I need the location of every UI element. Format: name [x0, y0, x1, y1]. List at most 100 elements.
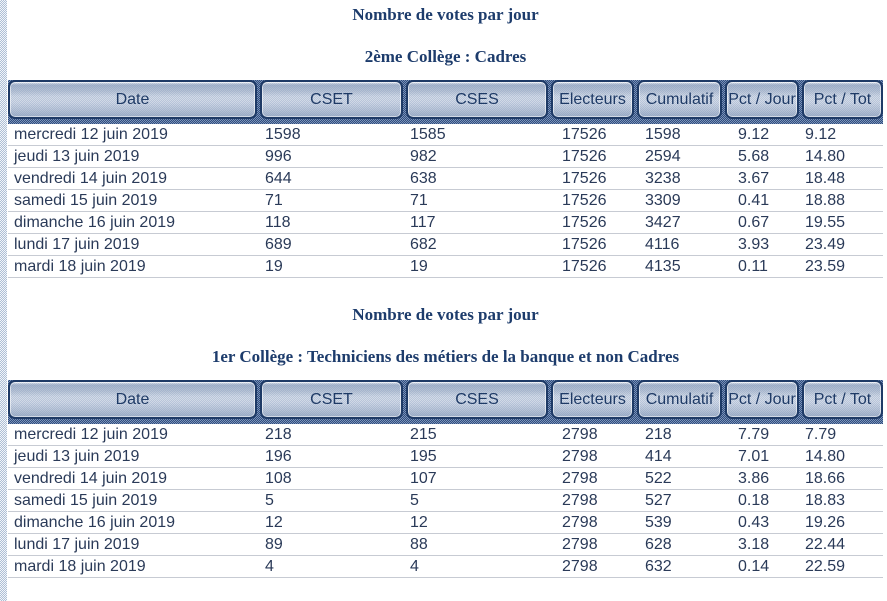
cell-pct-jour: 0.18: [725, 489, 802, 512]
table-row: jeudi 13 juin 2019 196 195 2798 414 7.01 14.80: [8, 445, 883, 468]
cell-electeurs: 17526: [551, 189, 637, 212]
cell-cumulatif: 414: [637, 445, 725, 468]
cell-pct-jour: 0.14: [725, 555, 802, 578]
cell-cses: 982: [406, 145, 551, 168]
cell-date: mardi 18 juin 2019: [8, 255, 260, 278]
cell-cses: 638: [406, 167, 551, 190]
column-header-pct-jour[interactable]: Pct / Jour: [725, 380, 799, 419]
cell-date: vendredi 14 juin 2019: [8, 167, 260, 190]
table-subtitle: 2ème Collège : Cadres: [364, 47, 527, 66]
cell-electeurs: 17526: [551, 167, 637, 190]
table-row: dimanche 16 juin 2019 12 12 2798 539 0.43 19.2…: [8, 511, 883, 534]
column-header-electeurs[interactable]: Electeurs: [551, 380, 634, 419]
table-row: vendredi 14 juin 2019 108 107 2798 522 3.86 18…: [8, 467, 883, 490]
cell-pct-jour: 0.67: [725, 211, 802, 234]
column-header-pct-jour[interactable]: Pct / Jour: [725, 80, 799, 119]
cell-cumulatif: 632: [637, 555, 725, 578]
cell-electeurs: 2798: [551, 467, 637, 490]
cell-cset: 71: [260, 189, 406, 212]
page-left-border-strip: [0, 0, 7, 601]
column-header-label: CSES: [455, 390, 499, 408]
cell-pct-tot: 22.44: [802, 533, 883, 556]
cell-pct-jour: 7.79: [725, 424, 802, 446]
table-row: dimanche 16 juin 2019 118 117 17526 3427 0.67…: [8, 211, 883, 234]
cell-pct-jour: 3.67: [725, 167, 802, 190]
table-title: Nombre de votes par jour: [352, 305, 539, 324]
column-header-cset[interactable]: CSET: [260, 80, 403, 119]
cell-electeurs: 17526: [551, 124, 637, 146]
cell-pct-tot: 14.80: [802, 445, 883, 468]
column-header-cumulatif[interactable]: Cumulatif: [637, 80, 722, 119]
cell-cumulatif: 3238: [637, 167, 725, 190]
cell-cses: 117: [406, 211, 551, 234]
cell-cset: 12: [260, 511, 406, 534]
cell-electeurs: 2798: [551, 445, 637, 468]
cell-cses: 682: [406, 233, 551, 256]
column-header-date[interactable]: Date: [8, 80, 257, 119]
column-header-cses[interactable]: CSES: [406, 80, 548, 119]
cell-cumulatif: 3427: [637, 211, 725, 234]
cell-pct-jour: 0.41: [725, 189, 802, 212]
table-row: mardi 18 juin 2019 4 4 2798 632 0.14 22.59: [8, 555, 883, 578]
column-header-label: CSET: [310, 390, 353, 408]
cell-pct-tot: 7.79: [802, 424, 883, 446]
table-row: mercredi 12 juin 2019 218 215 2798 218 7.79 7.…: [8, 424, 883, 446]
table-body: mercredi 12 juin 2019 1598 1585 17526 1598 9.…: [8, 124, 883, 278]
table-row: lundi 17 juin 2019 689 682 17526 4116 3.93 23.…: [8, 233, 883, 256]
cell-cset: 4: [260, 555, 406, 578]
cell-cses: 71: [406, 189, 551, 212]
column-header-cses[interactable]: CSES: [406, 380, 548, 419]
table-row: mardi 18 juin 2019 19 19 17526 4135 0.11 23.59: [8, 255, 883, 278]
cell-date: samedi 15 juin 2019: [8, 489, 260, 512]
cell-electeurs: 2798: [551, 555, 637, 578]
cell-cset: 196: [260, 445, 406, 468]
column-header-pct-tot[interactable]: Pct / Tot: [802, 380, 883, 419]
column-header-label: Cumulatif: [645, 390, 714, 408]
cell-cumulatif: 4135: [637, 255, 725, 278]
cell-pct-tot: 18.88: [802, 189, 883, 212]
cell-electeurs: 17526: [551, 145, 637, 168]
table-subtitle: 1er Collège : Techniciens des métiers de…: [211, 347, 680, 366]
cell-date: jeudi 13 juin 2019: [8, 145, 260, 168]
column-header-label: Pct / Tot: [813, 90, 872, 108]
column-header-label: Date: [115, 90, 150, 108]
cell-pct-tot: 19.55: [802, 211, 883, 234]
cell-cset: 118: [260, 211, 406, 234]
cell-date: lundi 17 juin 2019: [8, 533, 260, 556]
column-header-pct-tot[interactable]: Pct / Tot: [802, 80, 883, 119]
column-header-cumulatif[interactable]: Cumulatif: [637, 380, 722, 419]
cell-cses: 215: [406, 424, 551, 446]
column-header-date[interactable]: Date: [8, 380, 257, 419]
column-header-label: Electeurs: [559, 390, 626, 408]
cell-cset: 19: [260, 255, 406, 278]
column-header-electeurs[interactable]: Electeurs: [551, 80, 634, 119]
cell-pct-tot: 19.26: [802, 511, 883, 534]
cell-cumulatif: 2594: [637, 145, 725, 168]
cell-pct-jour: 9.12: [725, 124, 802, 146]
column-header-label: Pct / Jour: [728, 90, 796, 108]
column-header-label: Electeurs: [559, 90, 626, 108]
cell-pct-tot: 14.80: [802, 145, 883, 168]
cell-cses: 4: [406, 555, 551, 578]
cell-pct-tot: 22.59: [802, 555, 883, 578]
data-table: mercredi 12 juin 2019 218 215 2798 218 7.79 7.…: [8, 424, 883, 578]
column-header-label: CSET: [310, 90, 353, 108]
cell-cset: 89: [260, 533, 406, 556]
cell-date: dimanche 16 juin 2019: [8, 211, 260, 234]
vote-table-section: Nombre de votes par jour 2ème Collège : …: [8, 4, 883, 278]
cell-electeurs: 17526: [551, 255, 637, 278]
table-row: vendredi 14 juin 2019 644 638 17526 3238 3.67…: [8, 167, 883, 190]
cell-cumulatif: 1598: [637, 124, 725, 146]
table-header-row: Date CSET CSES Electeurs Cumulatif Pct / Jour…: [8, 80, 883, 124]
cell-cset: 108: [260, 467, 406, 490]
cell-cumulatif: 522: [637, 467, 725, 490]
cell-pct-jour: 5.68: [725, 145, 802, 168]
column-header-cset[interactable]: CSET: [260, 380, 403, 419]
cell-pct-tot: 18.83: [802, 489, 883, 512]
column-header-label: Date: [115, 390, 150, 408]
cell-pct-jour: 3.86: [725, 467, 802, 490]
cell-pct-jour: 7.01: [725, 445, 802, 468]
cell-date: mercredi 12 juin 2019: [8, 424, 260, 446]
cell-cset: 644: [260, 167, 406, 190]
cell-cumulatif: 4116: [637, 233, 725, 256]
